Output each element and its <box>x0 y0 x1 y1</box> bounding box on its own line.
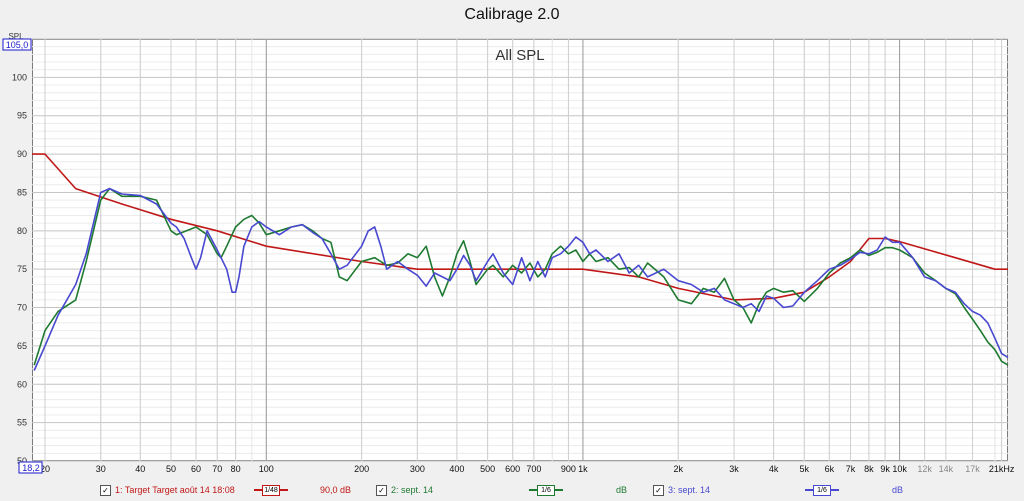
grid-lines <box>32 38 1008 462</box>
x-tick-label: 14k <box>939 464 954 474</box>
x-tick-label: 50 <box>166 464 176 474</box>
x-tick-label: 40 <box>135 464 145 474</box>
x-tick-label: 1k <box>578 464 588 474</box>
series-line-2 <box>33 187 1009 366</box>
legend-item-3: ✓ 3: sept. 14 <box>653 483 710 497</box>
legend-value-1: 90,0 dB <box>320 485 352 495</box>
y-tick-label: 50 <box>17 456 27 466</box>
x-tick-label: 70 <box>212 464 222 474</box>
x-tick-label: 60 <box>191 464 201 474</box>
legend-label-3: 3: sept. 14 <box>668 485 711 495</box>
legend-label-2: 2: sept. 14 <box>391 485 434 495</box>
x-tick-label: 3k <box>729 464 739 474</box>
x-tick-label: 6k <box>825 464 835 474</box>
x-scale-value: 18,2 <box>22 463 40 473</box>
legend: ✓ 1: Target Target août 14 18:08 1/48 90… <box>0 483 1024 499</box>
legend-label-1: 1: Target Target août 14 18:08 <box>115 485 235 495</box>
y-tick-label: 60 <box>17 379 27 389</box>
legend-smoothing-1[interactable]: 1/48 <box>254 483 288 497</box>
x-tick-label: 5k <box>799 464 809 474</box>
y-tick-label: 80 <box>17 226 27 236</box>
y-scale-value: 105,0 <box>6 40 29 50</box>
x-tick-label: 200 <box>354 464 369 474</box>
x-tick-label: 8k <box>864 464 874 474</box>
legend-checkbox-2[interactable]: ✓ <box>376 484 387 496</box>
x-tick-label: 700 <box>526 464 541 474</box>
y-tick-label: 90 <box>17 149 27 159</box>
plot-area[interactable] <box>32 39 1008 461</box>
x-tick-label: 21kHz <box>989 464 1015 474</box>
legend-smoothing-label-1: 1/48 <box>262 485 280 496</box>
y-tick-label: 70 <box>17 303 27 313</box>
y-tick-label: 75 <box>17 264 27 274</box>
x-tick-label: 12k <box>917 464 932 474</box>
y-tick-label: 55 <box>17 418 27 428</box>
y-axis-label: SPL <box>8 32 24 41</box>
x-tick-label: 80 <box>231 464 241 474</box>
series-line-1 <box>32 153 1008 301</box>
x-tick-label: 500 <box>480 464 495 474</box>
x-tick-label: 4k <box>769 464 779 474</box>
legend-smoothing-label-3: 1/6 <box>813 485 831 496</box>
legend-smoothing-3[interactable]: 1/6 <box>805 483 839 497</box>
legend-item-1: ✓ 1: Target Target août 14 18:08 <box>100 483 235 497</box>
y-tick-label: 100 <box>12 72 27 82</box>
legend-item-2: ✓ 2: sept. 14 <box>376 483 433 497</box>
legend-value-3: dB <box>892 485 904 495</box>
y-scale-box[interactable] <box>2 38 32 51</box>
x-tick-label: 2k <box>673 464 683 474</box>
x-tick-label: 900 <box>561 464 576 474</box>
x-tick-label: 9k <box>880 464 890 474</box>
x-axis-ticks: 20 30 40 50 60 70 80 100 200 300 400 500 600 700 900 1k… <box>40 464 1015 474</box>
x-tick-label: 7k <box>846 464 856 474</box>
x-tick-label: 100 <box>259 464 274 474</box>
spl-chart[interactable]: 50 55 60 65 70 75 80 85 90 95 100 20 30 40 50 60 70 80 10… <box>0 0 1024 480</box>
chart-title: All SPL <box>495 47 544 64</box>
x-scale-box[interactable] <box>18 461 43 474</box>
x-tick-label: 20 <box>40 464 50 474</box>
x-tick-label: 600 <box>505 464 520 474</box>
series-lines <box>32 153 1009 371</box>
x-tick-label: 30 <box>96 464 106 474</box>
y-tick-label: 95 <box>17 111 27 121</box>
legend-value-2: dB <box>616 485 628 495</box>
x-tick-label: 400 <box>449 464 464 474</box>
y-tick-label: 65 <box>17 341 27 351</box>
legend-checkbox-3[interactable]: ✓ <box>653 484 664 496</box>
legend-checkbox-1[interactable]: ✓ <box>100 484 111 496</box>
series-line-3 <box>33 187 1009 371</box>
x-tick-label: 10k <box>892 464 907 474</box>
x-tick-label: 300 <box>410 464 425 474</box>
y-axis-ticks: 50 55 60 65 70 75 80 85 90 95 100 <box>12 72 27 466</box>
legend-smoothing-label-2: 1/6 <box>537 485 555 496</box>
window-title: Calibrage 2.0 <box>464 6 560 23</box>
legend-smoothing-2[interactable]: 1/6 <box>529 483 563 497</box>
x-tick-label: 17k <box>965 464 980 474</box>
y-tick-label: 85 <box>17 187 27 197</box>
